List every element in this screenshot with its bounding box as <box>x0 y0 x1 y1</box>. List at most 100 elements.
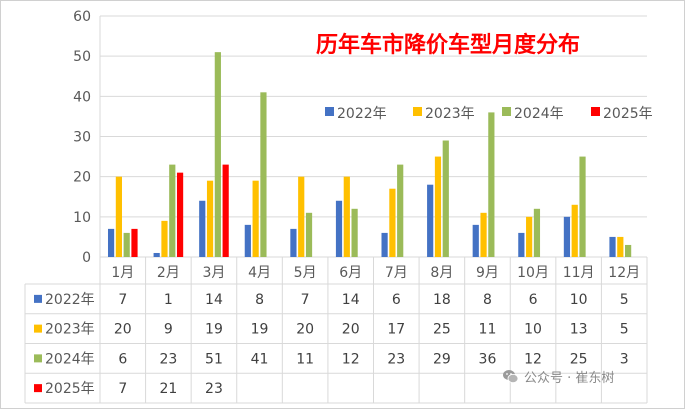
data-table-value: 23 <box>159 351 177 367</box>
data-table-value: 14 <box>205 292 223 308</box>
bar-2022年-7月 <box>381 232 388 257</box>
bar-2023年-12月 <box>617 236 624 257</box>
y-tick-label: 40 <box>73 89 91 105</box>
bar-2023年-1月 <box>115 176 122 257</box>
table-series-name: 2022年 <box>45 292 95 308</box>
table-series-key <box>34 354 42 363</box>
data-table-value: 19 <box>205 322 223 338</box>
x-tick-label: 9月 <box>476 265 499 281</box>
bar-2022年-1月 <box>107 228 115 257</box>
bar-2022年-12月 <box>609 236 616 257</box>
bar-2023年-3月 <box>206 180 214 257</box>
legend-key <box>413 107 422 116</box>
bar-2022年-5月 <box>290 228 297 257</box>
y-tick-label: 10 <box>73 210 91 226</box>
x-tick-label: 10月 <box>517 265 549 281</box>
y-tick-label: 20 <box>73 170 91 186</box>
data-table-value: 23 <box>205 381 223 397</box>
wechat-icon <box>503 370 519 384</box>
table-series-name: 2024年 <box>45 351 95 367</box>
bar-2025年-1月 <box>131 228 138 257</box>
data-table-value: 7 <box>301 292 310 308</box>
data-table-value: 20 <box>342 322 360 338</box>
x-tick-label: 4月 <box>248 265 271 281</box>
bar-2022年-11月 <box>563 216 571 257</box>
legend-key <box>591 107 600 116</box>
data-table-value: 6 <box>529 292 538 308</box>
bar-2024年-1月 <box>123 232 130 257</box>
bar-2024年-5月 <box>305 212 313 257</box>
table-series-name: 2025年 <box>45 381 95 397</box>
bar-2022年-6月 <box>335 200 343 257</box>
bar-2023年-2月 <box>161 220 168 257</box>
data-table-value: 9 <box>164 322 173 338</box>
data-table-value: 51 <box>205 351 223 367</box>
watermark-text: 公众号 · 崔东树 <box>524 371 615 386</box>
data-table-value: 14 <box>342 292 360 308</box>
y-tick-label: 50 <box>73 49 91 65</box>
data-table-value: 41 <box>251 351 269 367</box>
table-series-name: 2023年 <box>45 322 95 338</box>
data-table-value: 3 <box>620 351 629 367</box>
bar-2024年-11月 <box>579 156 586 257</box>
bar-2025年-2月 <box>176 172 184 257</box>
data-table-value: 20 <box>296 322 314 338</box>
bar-2022年-10月 <box>518 232 525 257</box>
legend-key <box>502 107 511 116</box>
legend-label: 2022年 <box>337 106 387 122</box>
data-table-value: 7 <box>118 292 127 308</box>
x-tick-label: 1月 <box>111 265 134 281</box>
data-table-value: 36 <box>479 351 497 367</box>
bar-2025年-3月 <box>222 164 229 257</box>
data-table-value: 7 <box>118 381 127 397</box>
bar-2023年-6月 <box>343 176 350 257</box>
bar-2024年-7月 <box>397 164 404 257</box>
bar-2024年-12月 <box>625 244 632 257</box>
data-table-value: 23 <box>387 351 405 367</box>
bar-2022年-9月 <box>472 224 479 257</box>
bar-2023年-4月 <box>252 180 259 257</box>
bar-2022年-2月 <box>153 252 160 257</box>
bar-2024年-4月 <box>260 92 267 257</box>
legend-label: 2024年 <box>514 106 564 122</box>
data-table-value: 5 <box>620 322 629 338</box>
data-table-value: 8 <box>255 292 264 308</box>
table-series-key <box>34 324 42 333</box>
chart-title: 历年车市降价车型月度分布 <box>316 32 580 58</box>
x-tick-label: 8月 <box>430 265 453 281</box>
x-tick-label: 11月 <box>563 265 595 281</box>
data-table-value: 21 <box>159 381 177 397</box>
y-tick-label: 60 <box>73 9 91 25</box>
bar-2024年-10月 <box>533 208 541 257</box>
data-table-value: 25 <box>570 351 588 367</box>
data-table-value: 5 <box>620 292 629 308</box>
watermark: 公众号 · 崔东树 <box>502 367 614 386</box>
bar-2024年-3月 <box>214 52 221 258</box>
x-tick-label: 5月 <box>294 265 317 281</box>
bar-2023年-7月 <box>389 188 396 257</box>
data-table-value: 17 <box>387 322 405 338</box>
data-table-value: 18 <box>433 292 451 308</box>
bar-2022年-3月 <box>199 200 206 257</box>
bar-2023年-8月 <box>434 156 442 257</box>
legend-key <box>325 107 334 116</box>
x-tick-label: 7月 <box>385 265 408 281</box>
y-tick-label: 0 <box>82 250 91 266</box>
table-series-key <box>34 294 42 303</box>
bar-2024年-2月 <box>169 164 176 257</box>
bar-2024年-9月 <box>488 112 495 258</box>
bar-2023年-10月 <box>526 216 533 257</box>
bar-2022年-4月 <box>244 224 251 257</box>
data-table-value: 25 <box>433 322 451 338</box>
legend-label: 2023年 <box>425 106 475 122</box>
x-tick-label: 12月 <box>608 265 640 281</box>
y-tick-label: 30 <box>73 130 91 146</box>
data-table-value: 11 <box>296 351 314 367</box>
data-table-value: 29 <box>433 351 451 367</box>
data-table-value: 20 <box>114 322 132 338</box>
bar-2024年-6月 <box>351 208 358 257</box>
bar-2023年-9月 <box>480 212 487 257</box>
data-table-value: 19 <box>251 322 269 338</box>
x-tick-label: 2月 <box>157 265 180 281</box>
